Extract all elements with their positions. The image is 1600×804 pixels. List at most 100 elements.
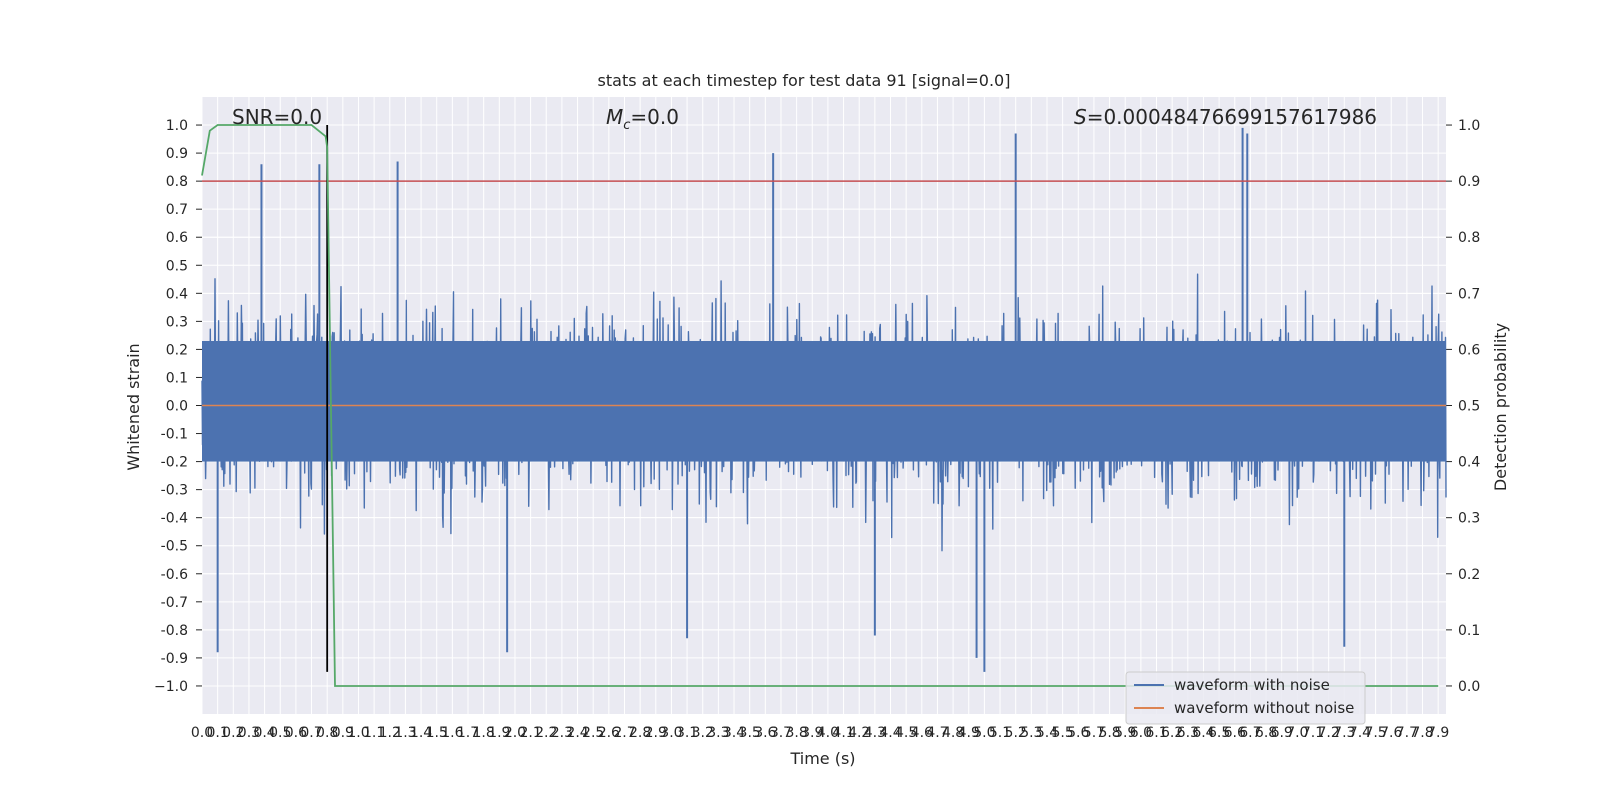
x-tick-label: 5.1: [989, 725, 1011, 741]
x-tick-label: 7.9: [1427, 725, 1449, 741]
chirp-mass-symbol: M: [606, 105, 623, 129]
x-tick-label: 0.0: [191, 725, 213, 741]
y-tick-label-left: 0.6: [166, 230, 188, 246]
x-tick-label: 0.5: [269, 725, 291, 741]
x-tick-label: 6.3: [1177, 725, 1199, 741]
x-tick-label: 2.6: [598, 725, 620, 741]
y-tick-label-right: 0.7: [1458, 286, 1480, 302]
chirp-mass-value: =0.0: [630, 105, 679, 129]
y-tick-label-left: -0.7: [161, 595, 188, 611]
y-tick-label-left: 0.1: [166, 370, 188, 386]
x-tick-label: 7.8: [1411, 725, 1433, 741]
x-tick-label: 0.9: [332, 725, 354, 741]
x-tick-label: 1.3: [394, 725, 416, 741]
s-annotation: S=0.0004847669915761798​6: [1074, 105, 1377, 129]
y-tick-label-right: 0.3: [1458, 511, 1480, 527]
y-tick-label-left: 0.8: [166, 174, 188, 190]
x-tick-label: 6.0: [1130, 725, 1152, 741]
x-tick-label: 1.5: [426, 725, 448, 741]
x-tick-label: 5.0: [973, 725, 995, 741]
x-tick-label: 4.9: [958, 725, 980, 741]
x-tick-label: 6.1: [1145, 725, 1167, 741]
series-detection-probability: [201, 124, 1439, 687]
x-tick-label: 6.6: [1224, 725, 1246, 741]
annotations: SNR=0.0 Mc=0.0 S=0.0004847669915761798​6: [232, 105, 1377, 133]
y-tick-label-left: -0.5: [161, 539, 188, 555]
x-tick-label: 5.4: [1036, 725, 1058, 741]
x-tick-label: 2.7: [613, 725, 635, 741]
y-tick-label-left: 0.2: [166, 342, 188, 358]
y-tick-label-right: 0.9: [1458, 174, 1480, 190]
s-value: =0.0004847669915761798​6: [1087, 105, 1377, 129]
x-tick-label: 1.6: [441, 725, 463, 741]
y-tick-label-right: 0.0: [1458, 679, 1480, 695]
x-tick-label: 4.2: [848, 725, 870, 741]
x-tick-label: 1.8: [473, 725, 495, 741]
x-tick-label: 7.1: [1302, 725, 1324, 741]
x-tick-label: 5.8: [1098, 725, 1120, 741]
x-axis-label: Time (s): [789, 749, 855, 768]
x-tick-label: 2.4: [566, 725, 588, 741]
y-tick-label-left: 0.5: [166, 258, 188, 274]
x-tick-label: 7.6: [1380, 725, 1402, 741]
x-tick-label: 2.2: [535, 725, 557, 741]
x-tick-label: 6.8: [1255, 725, 1277, 741]
x-tick-label: 6.4: [1192, 725, 1214, 741]
y-tick-label-left: -0.2: [161, 455, 188, 471]
x-tick-label: 1.0: [347, 725, 369, 741]
s-symbol: S: [1074, 105, 1087, 129]
plot-area: 0.00.10.20.30.40.50.60.70.80.91.01.11.21…: [154, 97, 1480, 741]
x-tick-label: 0.2: [222, 725, 244, 741]
x-tick-label: 4.0: [817, 725, 839, 741]
x-tick-label: 7.5: [1364, 725, 1386, 741]
y-tick-label-left: 0.4: [166, 286, 188, 302]
x-tick-label: 7.7: [1396, 725, 1418, 741]
series-waveform-core: [202, 340, 1446, 462]
x-tick-label: 7.3: [1333, 725, 1355, 741]
x-tick-label: 3.3: [707, 725, 729, 741]
y-axis-label-left: Whitened strain: [124, 343, 143, 470]
legend-box: [1125, 671, 1366, 725]
x-tick-label: 7.2: [1318, 725, 1340, 741]
y-tick-label-right: 0.6: [1458, 342, 1480, 358]
x-tick-label: 7.0: [1286, 725, 1308, 741]
y-tick-label-right: 1.0: [1458, 118, 1480, 134]
x-tick-label: 1.7: [457, 725, 479, 741]
legend-label-clean: waveform without noise: [1174, 699, 1354, 717]
chirp-mass-annotation: Mc=0.0: [606, 105, 679, 133]
y-tick-label-right: 0.8: [1458, 230, 1480, 246]
x-tick-label: 0.7: [300, 725, 322, 741]
y-tick-label-left: 0.7: [166, 202, 188, 218]
x-tick-label: 4.1: [832, 725, 854, 741]
x-tick-label: 4.5: [895, 725, 917, 741]
y-tick-label-right: 0.4: [1458, 455, 1480, 471]
x-tick-label: 3.7: [770, 725, 792, 741]
x-tick-label: 3.1: [676, 725, 698, 741]
x-tick-label: 3.0: [660, 725, 682, 741]
x-tick-label: 5.7: [1083, 725, 1105, 741]
y-tick-label-right: 0.2: [1458, 567, 1480, 583]
x-tick-label: 3.9: [801, 725, 823, 741]
y-tick-label-left: 0.3: [166, 314, 188, 330]
x-tick-label: 6.9: [1271, 725, 1293, 741]
y-tick-label-left: -0.9: [161, 651, 188, 667]
x-tick-label: 2.1: [519, 725, 541, 741]
chirp-mass-subscript: c: [623, 118, 630, 133]
chart-title: stats at each timestep for test data 91 …: [598, 71, 1011, 90]
legend: waveform with noise waveform without noi…: [1125, 671, 1366, 725]
x-tick-label: 3.5: [739, 725, 761, 741]
x-tick-label: 4.7: [926, 725, 948, 741]
x-tick-label: 0.4: [253, 725, 275, 741]
x-tick-label: 6.7: [1239, 725, 1261, 741]
x-tick-label: 4.3: [864, 725, 886, 741]
y-axis-label-right: Detection probability: [1491, 323, 1510, 491]
x-tick-label: 6.2: [1161, 725, 1183, 741]
y-tick-label-left: -0.6: [161, 567, 188, 583]
x-tick-label: 1.4: [410, 725, 432, 741]
x-tick-label: 5.6: [1067, 725, 1089, 741]
y-tick-label-left: −1.0: [154, 679, 188, 695]
x-tick-label: 0.8: [316, 725, 338, 741]
x-tick-label: 1.1: [363, 725, 385, 741]
x-tick-label: 5.2: [1005, 725, 1027, 741]
